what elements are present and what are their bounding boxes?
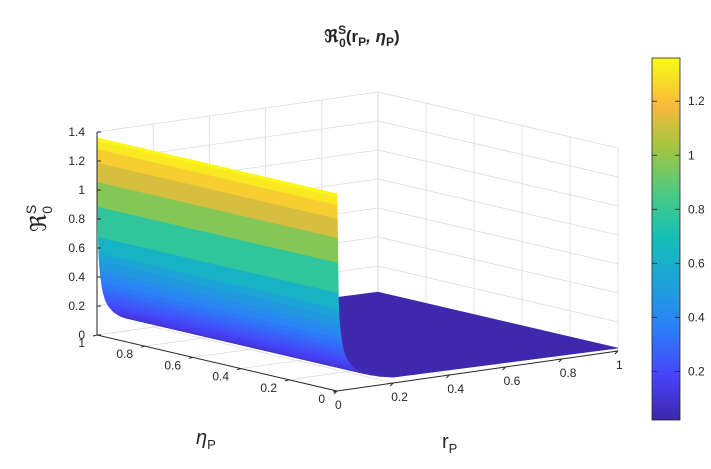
surface [96,137,619,378]
x-axis-line [336,350,619,392]
x-tick [614,350,619,355]
x-axis-label: rP [442,431,457,456]
floor-grid-r [153,326,394,384]
z-tick-label: 0.8 [68,212,85,226]
z-label-sup: S [23,205,39,214]
x-tick-label: 1 [616,358,623,372]
y-tick [284,379,290,382]
y-tick-label: 0.2 [260,381,277,395]
y-tick-label: 0 [318,392,325,406]
y-tick-labels: 0 0.2 0.4 0.6 0.8 1 [78,336,325,406]
x-tick [558,358,563,363]
y-tick-label: 0.4 [212,370,229,384]
z-tick-label: 0.4 [68,270,85,284]
x-tick-label: 0.8 [560,366,577,380]
x-tick [389,382,394,387]
z-tick-label: 1 [78,183,85,197]
back-pane-r [378,92,618,351]
colorbar-tick-label: 0.4 [688,310,705,324]
colorbar: 0.2 0.4 0.6 0.8 1 1.2 [651,57,705,421]
x-tick-label: 0.2 [391,390,408,404]
side-grid-z [377,265,619,323]
y-tick [332,390,338,393]
y-label-main: η [196,427,207,449]
y-tick-label: 1 [78,336,85,350]
y-axis-line [96,334,338,392]
x-tick [502,366,506,371]
x-tick [446,374,450,379]
back-grid-z [96,91,379,133]
title-args-mid: , η [365,27,386,46]
x-tick-labels: 0 0.2 0.4 0.6 0.8 1 [335,358,623,412]
title-args: (r [346,27,359,46]
y-tick [236,368,242,371]
z-tick-label: 1.2 [68,154,85,168]
z-label-sub: 0 [39,206,55,214]
side-grid-z [377,149,619,207]
side-grid-z [377,178,619,236]
z-tick-label: 0.6 [68,241,85,255]
colorbar-tick-label: 0.6 [688,256,705,270]
z-tick-label: 1.4 [68,125,85,139]
colorbar-tick-label: 0.2 [688,364,705,378]
y-axis-label: ηP [196,427,216,452]
colorbar-tick-label: 0.8 [688,202,705,216]
y-tick [92,334,98,337]
y-label-sub: P [207,437,216,452]
y-tick-label: 0.6 [164,358,181,372]
title-sup: S [338,23,346,37]
x-label-main: r [442,431,449,453]
chart-title: ℜS 0(rP, ηP) [324,23,399,50]
title-main: ℜ [324,27,339,46]
z-tick-label: 0 [78,328,85,342]
title-args-sub1: P [358,35,366,49]
y-tick [188,356,194,359]
x-tick-label: 0.6 [504,374,521,388]
axes [92,131,619,395]
side-grid-z [377,236,619,294]
title-sub: 0 [339,36,346,50]
colorbar-tick-label: 1.2 [688,94,705,108]
z-tick-label: 0.2 [68,299,85,313]
z-tick-labels: 0 0.2 0.4 0.6 0.8 1 1.2 1.4 [68,125,85,342]
side-grid-z [377,207,619,265]
title-args-sub2: P [386,35,394,49]
colorbar-tick-label: 1 [688,148,695,162]
colorbar-ramp [651,57,681,421]
x-tick-label: 0 [335,398,342,412]
colorbar-ticks: 0.2 0.4 0.6 0.8 1 1.2 [652,94,705,378]
z-label-main: ℜ [26,214,51,232]
y-tick-label: 0.8 [116,347,133,361]
side-grid-z [377,91,619,149]
title-args-end: ) [394,27,400,46]
x-tick-label: 0.4 [447,382,464,396]
x-label-sub: P [449,441,458,456]
y-tick [140,345,146,348]
side-grid-z [377,120,619,178]
z-axis-label: ℜS0 [23,205,55,232]
